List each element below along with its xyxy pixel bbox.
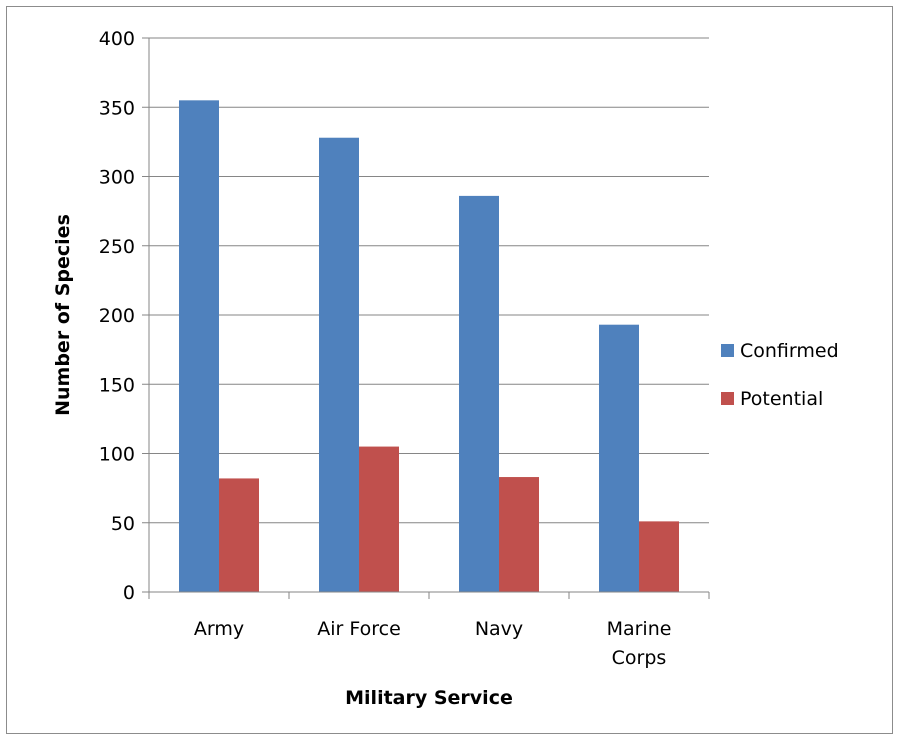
y-tick-label: 250 — [99, 236, 135, 258]
bar-potential-1 — [359, 446, 399, 592]
bar-confirmed-2 — [459, 195, 499, 592]
bar-confirmed-1 — [319, 137, 359, 592]
chart-frame — [6, 6, 893, 734]
bars — [179, 100, 679, 592]
bar-confirmed-3 — [599, 324, 639, 592]
y-axis-title: Number of Species — [52, 214, 74, 416]
legend: Confirmed Potential — [721, 340, 839, 410]
legend-label-confirmed: Confirmed — [740, 340, 839, 362]
legend-swatch-confirmed — [721, 344, 734, 357]
y-tick-label: 200 — [99, 305, 135, 327]
x-axis-title: Military Service — [345, 687, 513, 709]
x-tick-label: Air Force — [317, 618, 401, 640]
x-tick-labels: Army Air Force Navy Marine Corps — [194, 618, 672, 669]
bar-confirmed-0 — [179, 100, 219, 592]
y-tick-label: 400 — [99, 28, 135, 50]
x-tick-label: Navy — [475, 618, 523, 640]
y-tick-label: 150 — [99, 374, 135, 396]
axes — [142, 37, 710, 599]
bar-potential-2 — [499, 477, 539, 592]
x-tick-label: Corps — [612, 647, 667, 669]
y-tick-label: 300 — [99, 167, 135, 189]
bar-potential-3 — [639, 521, 679, 592]
y-tick-label: 0 — [123, 582, 135, 604]
y-tick-labels: 0 50 100 150 200 250 300 350 400 — [99, 28, 135, 604]
x-tick-label: Army — [194, 618, 244, 640]
legend-swatch-potential — [721, 392, 734, 405]
y-tick-label: 350 — [99, 97, 135, 119]
legend-label-potential: Potential — [740, 388, 823, 410]
x-tick-label: Marine — [607, 618, 672, 640]
y-tick-label: 50 — [111, 513, 135, 535]
bar-potential-0 — [219, 478, 259, 592]
y-tick-label: 100 — [99, 444, 135, 466]
